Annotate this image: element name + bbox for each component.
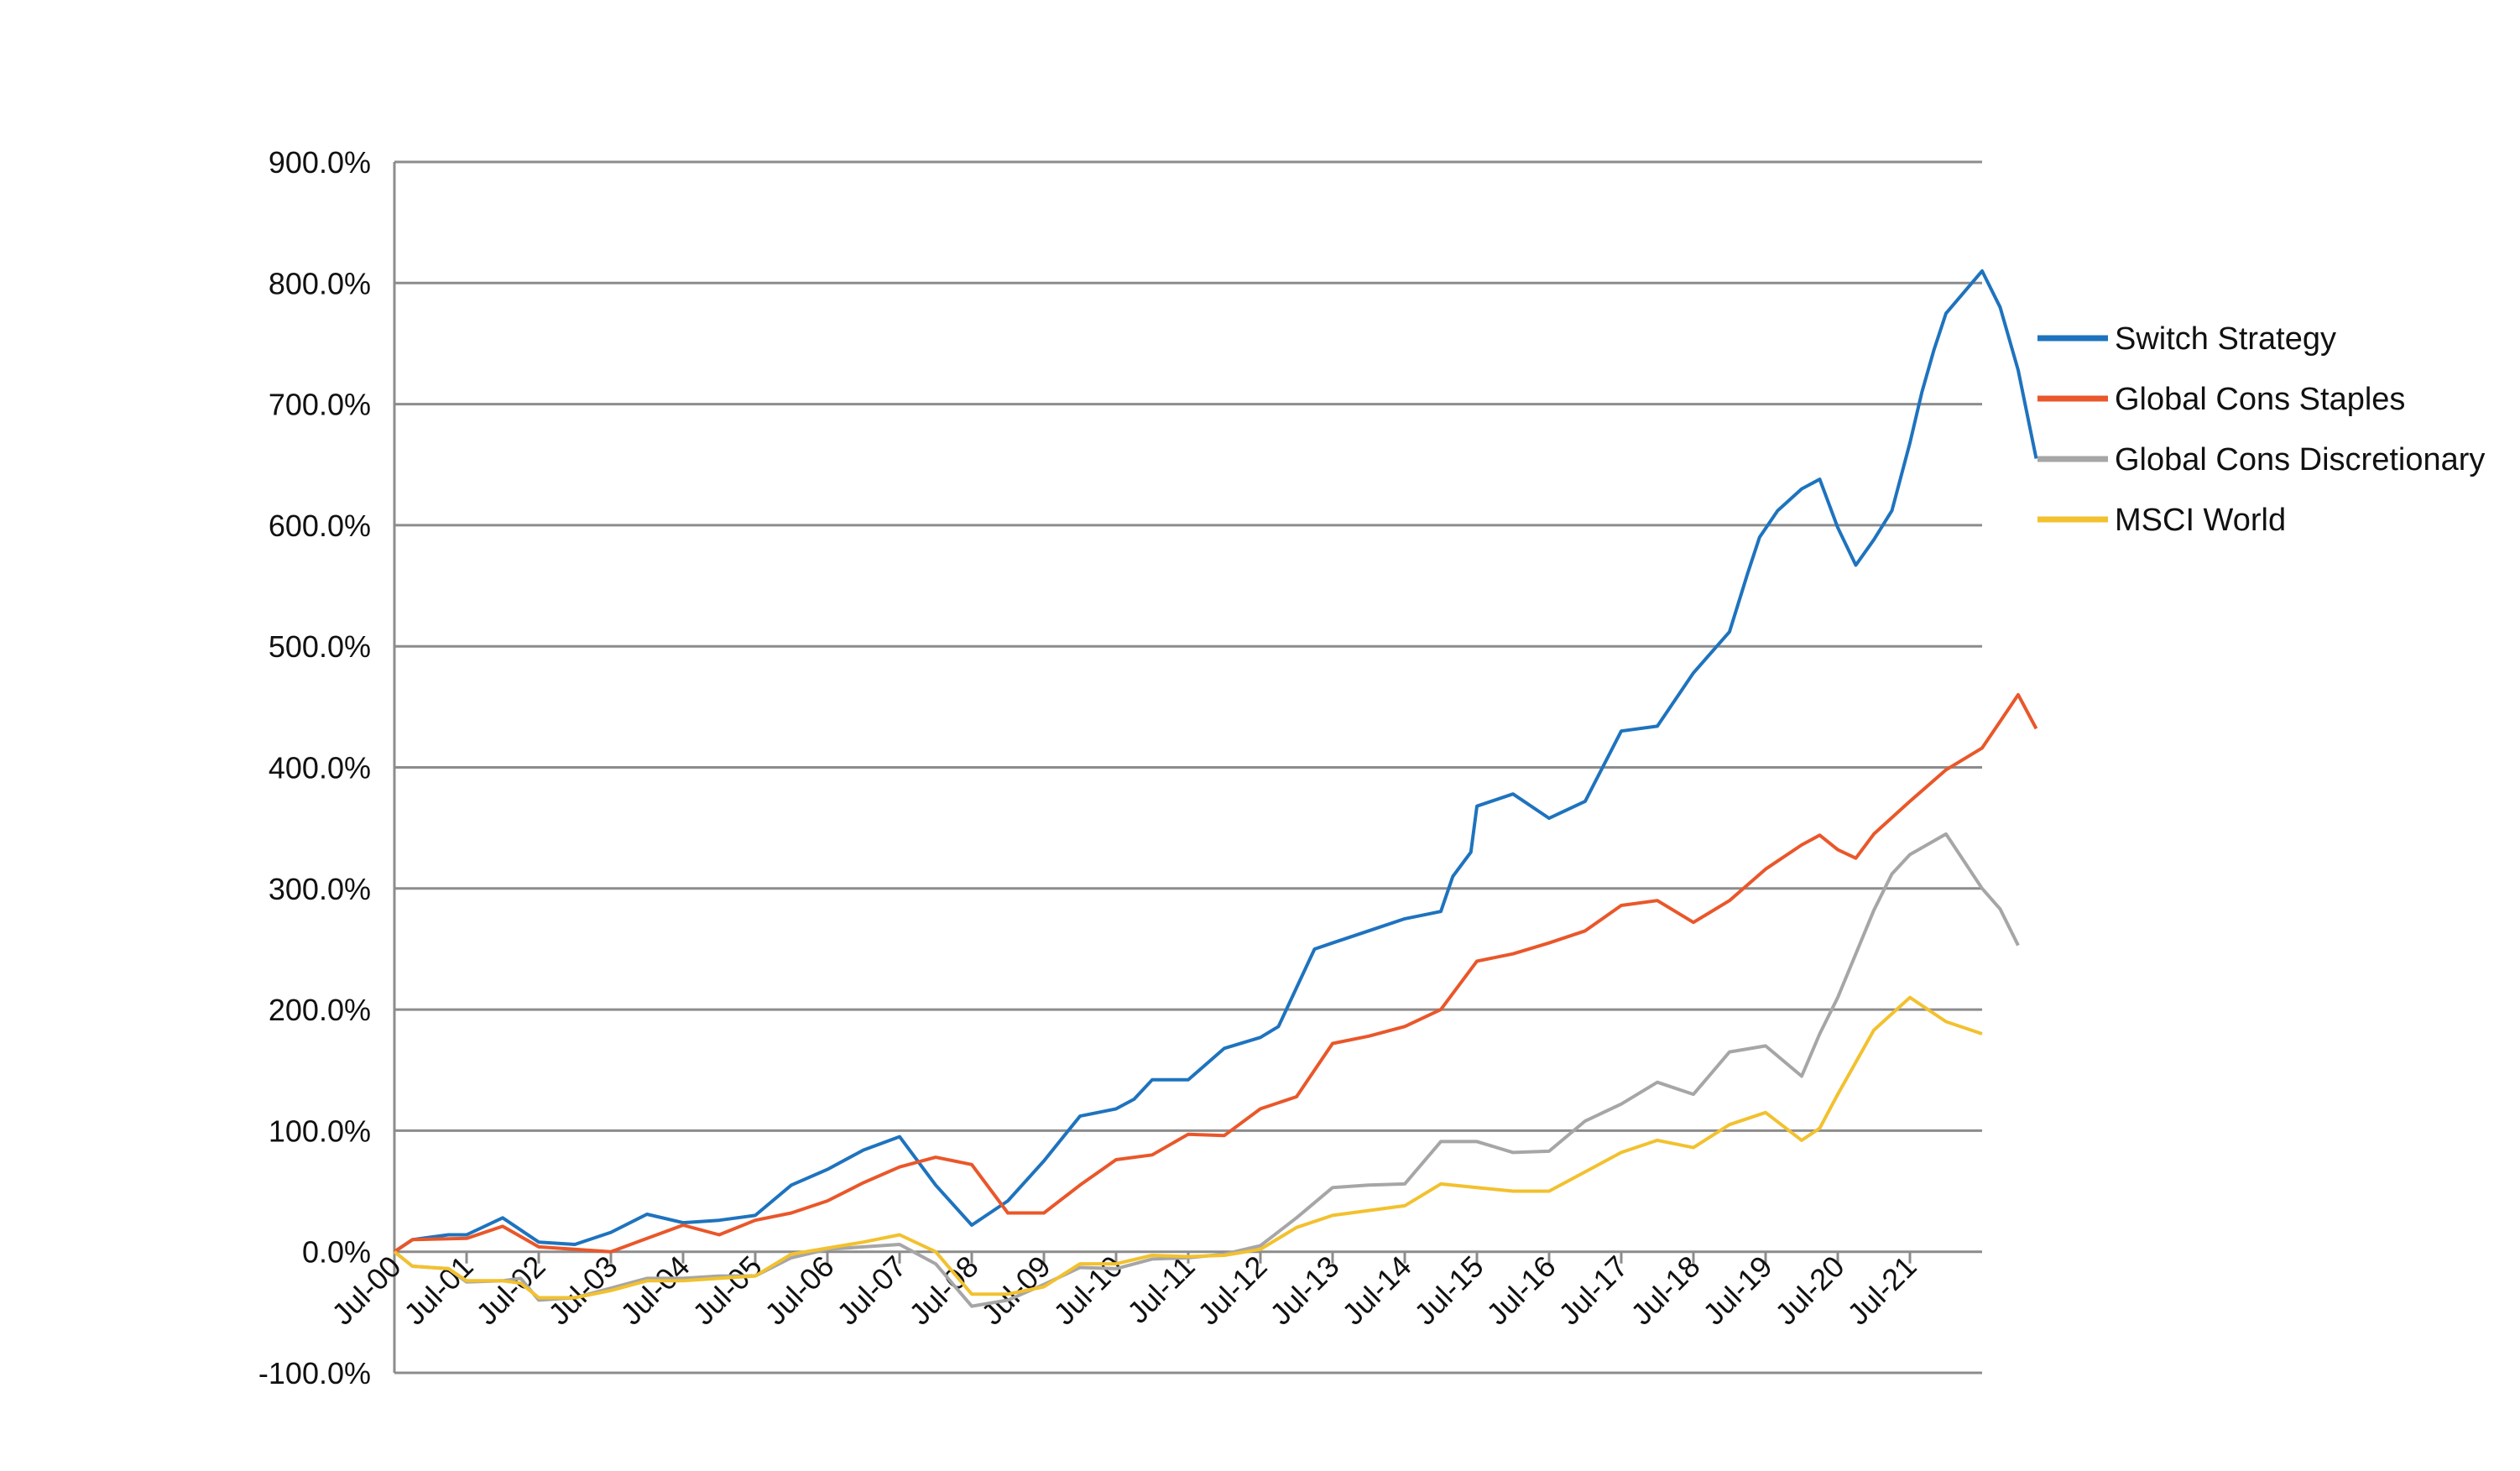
x-tick-label: Jul-16 [1479, 1249, 1562, 1331]
x-tick-label: Jul-20 [1768, 1249, 1850, 1331]
y-axis: 900.0% 800.0% 700.0% 600.0% 500.0% 400.0% 300.… [258, 145, 396, 1390]
legend-label: Switch Strategy [2115, 321, 2336, 357]
y-tick-label: 700.0% [269, 388, 371, 422]
y-tick-label: 0.0% [302, 1235, 371, 1270]
legend: Switch Strategy Global Cons Staples Global… [2037, 321, 2485, 538]
x-tick-label: Jul-18 [1624, 1249, 1706, 1331]
x-tick-label: Jul-06 [758, 1249, 840, 1331]
y-tick-label: 100.0% [269, 1114, 371, 1148]
x-tick-label: Jul-05 [686, 1249, 768, 1331]
y-tick-label: 500.0% [269, 629, 371, 664]
y-tick-label: 400.0% [269, 751, 371, 785]
x-tick-label: Jul-14 [1335, 1249, 1417, 1331]
series-line-global-cons-discretionary [393, 832, 2020, 1308]
y-tick-label: 800.0% [269, 266, 371, 300]
x-tick-label: Jul-07 [830, 1249, 912, 1331]
x-tick-label: Jul-12 [1191, 1249, 1273, 1331]
y-tick-label: 600.0% [269, 509, 371, 543]
legend-label: Global Cons Discretionary [2115, 442, 2485, 477]
x-tick-label: Jul-17 [1552, 1249, 1634, 1331]
y-tick-label: 200.0% [269, 993, 371, 1027]
legend-label: Global Cons Staples [2115, 382, 2405, 417]
x-tick-label: Jul-04 [613, 1249, 696, 1331]
x-tick-label: Jul-21 [1840, 1249, 1923, 1331]
x-tick-label: Jul-10 [1046, 1249, 1129, 1331]
series-line-global-cons-staples [393, 692, 2038, 1254]
series-lines [393, 269, 2038, 1308]
x-tick-label: Jul-02 [469, 1249, 551, 1331]
series-line-switch-strategy [393, 269, 2038, 1254]
y-tick-label: 300.0% [269, 872, 371, 906]
x-tick-label: Jul-19 [1696, 1249, 1778, 1331]
legend-label: MSCI World [2115, 503, 2286, 538]
y-tick-label: -100.0% [258, 1356, 371, 1390]
x-tick-label: Jul-15 [1407, 1249, 1490, 1331]
x-tick-label: Jul-09 [974, 1249, 1057, 1331]
series-line-msci-world [393, 995, 1983, 1300]
gridlines [394, 160, 1982, 1374]
x-tick-label: Jul-01 [397, 1249, 479, 1331]
y-tick-label: 900.0% [269, 145, 371, 180]
x-tick-label: Jul-13 [1263, 1249, 1345, 1331]
